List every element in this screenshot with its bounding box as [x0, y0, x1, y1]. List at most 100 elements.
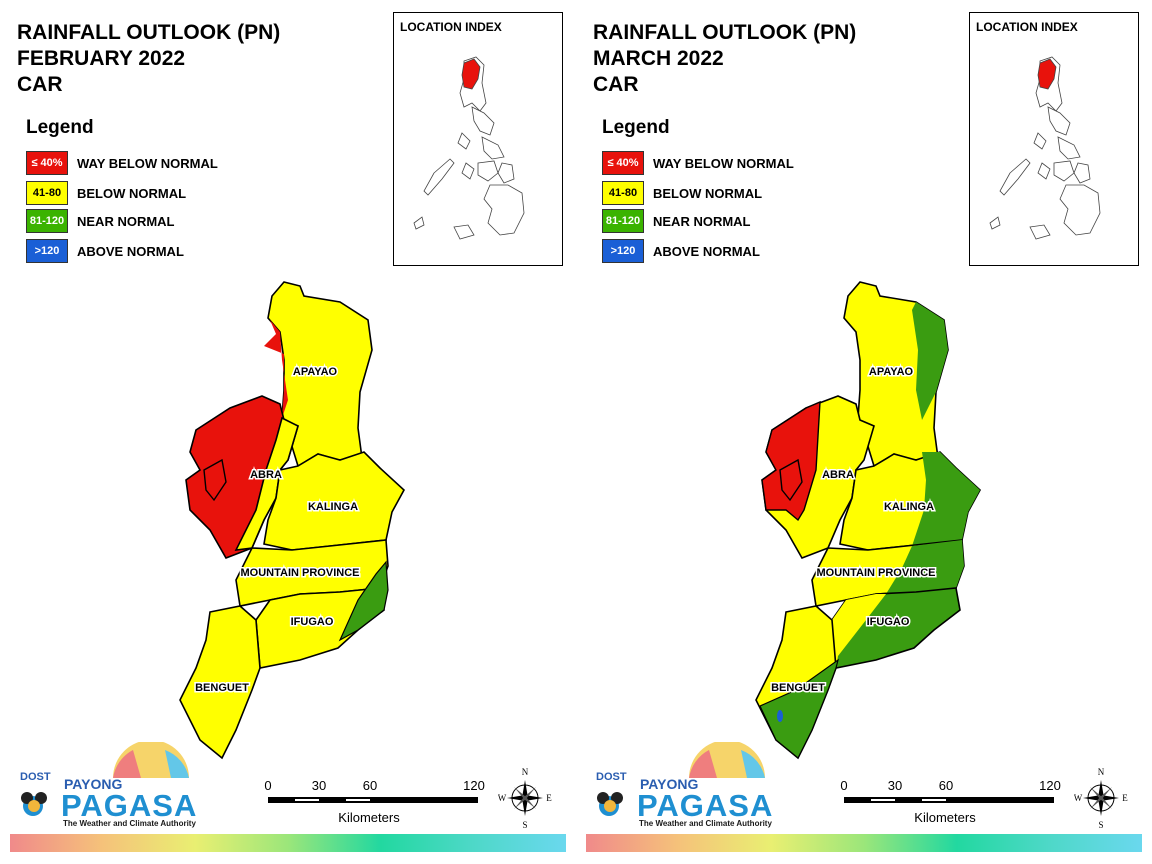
legend-item-way-below-normal: ≤ 40% WAY BELOW NORMAL	[602, 151, 794, 175]
scale-tick: 30	[311, 778, 327, 793]
ifugao-near-normal-zone	[338, 560, 389, 642]
legend-swatch: >120	[26, 239, 68, 263]
legend-swatch: ≤ 40%	[602, 151, 644, 175]
location-index-inset: LOCATION INDEX	[393, 12, 563, 266]
location-index-inset: LOCATION INDEX	[969, 12, 1139, 266]
legend-swatch: ≤ 40%	[26, 151, 68, 175]
legend-swatch: 81-120	[602, 209, 644, 233]
scale-tick: 120	[1039, 778, 1061, 793]
benguet-above-normal-spot	[777, 710, 783, 722]
label-benguet: BENGUET	[771, 682, 825, 694]
legend-item-below-normal: 41-80 BELOW NORMAL	[26, 181, 186, 205]
logo-tagline: The Weather and Climate Authority	[639, 819, 772, 828]
legend-label: ABOVE NORMAL	[653, 243, 760, 259]
compass-west-label: W	[1074, 793, 1083, 803]
scale-tick: 30	[887, 778, 903, 793]
legend-swatch: 41-80	[602, 181, 644, 205]
mtprov-near-normal-zone	[886, 540, 964, 594]
outlook-panel-february: RAINFALL OUTLOOK (PN) FEBRUARY 2022 CAR …	[10, 12, 566, 852]
philippines-outline-map	[989, 56, 1101, 240]
legend-title: Legend	[602, 117, 670, 138]
label-benguet: BENGUET	[195, 682, 249, 694]
label-ifugao: IFUGAO	[291, 616, 334, 628]
benguet-near-normal-zone	[759, 658, 839, 759]
kalinga-near-normal-zone	[912, 452, 980, 546]
location-index-label: LOCATION INDEX	[400, 20, 502, 34]
legend-label: NEAR NORMAL	[653, 213, 751, 229]
scale-bar: 0 30 60 120 Kilometers	[264, 778, 486, 828]
logo-pagasa-text: PAGASA	[61, 788, 198, 823]
title-line-1: RAINFALL OUTLOOK (PN)	[593, 21, 857, 44]
umbrella-sun-icon	[21, 742, 189, 816]
legend-swatch: 41-80	[26, 181, 68, 205]
legend-item-below-normal: 41-80 BELOW NORMAL	[602, 181, 762, 205]
title-line-3: CAR	[17, 73, 63, 96]
legend-item-near-normal: 81-120 NEAR NORMAL	[602, 209, 751, 233]
legend-label: WAY BELOW NORMAL	[653, 155, 794, 171]
compass-east-label: E	[546, 793, 552, 803]
title-line-2: FEBRUARY 2022	[17, 47, 186, 70]
legend-swatch: 81-120	[26, 209, 68, 233]
ifugao-below-normal-zone	[832, 594, 886, 668]
province-benguet	[179, 605, 261, 760]
title-line-2: MARCH 2022	[593, 47, 724, 70]
compass-south-label: S	[1098, 820, 1103, 830]
car-province-map: APAYAO ABRA KALINGA MOUNTAIN PROVINCE IF…	[179, 281, 406, 760]
scale-tick: 0	[840, 778, 848, 793]
label-abra: ABRA	[250, 469, 282, 481]
legend-label: BELOW NORMAL	[77, 185, 187, 201]
label-abra: ABRA	[822, 469, 854, 481]
umbrella-sun-icon	[597, 742, 765, 816]
legend-label: ABOVE NORMAL	[77, 243, 184, 259]
legend-item-above-normal: >120 ABOVE NORMAL	[602, 239, 760, 263]
title-line-3: CAR	[593, 73, 639, 96]
label-apayao: APAYAO	[293, 366, 338, 378]
label-mountain-province: MOUNTAIN PROVINCE	[241, 567, 360, 579]
north-arrow-compass-icon: N S E W	[1074, 767, 1128, 830]
apayao-near-normal-zone	[912, 302, 948, 420]
outlook-panel-march: RAINFALL OUTLOOK (PN) MARCH 2022 CAR Leg…	[576, 0, 1152, 864]
label-mountain-province: MOUNTAIN PROVINCE	[817, 567, 936, 579]
legend-label: WAY BELOW NORMAL	[77, 155, 218, 171]
logo-dost-text: DOST	[596, 771, 627, 783]
logo-pagasa-text: PAGASA	[637, 788, 774, 823]
label-apayao: APAYAO	[869, 366, 914, 378]
label-kalinga: KALINGA	[308, 501, 358, 513]
philippines-outline-map	[413, 56, 525, 240]
label-kalinga: KALINGA	[884, 501, 934, 513]
scale-tick: 60	[938, 778, 954, 793]
north-arrow-compass-icon: N S E W	[498, 767, 552, 830]
footer-color-band	[10, 834, 566, 852]
scale-bar: 0 30 60 120 Kilometers	[840, 778, 1062, 828]
scale-bar-graphic	[844, 797, 1054, 803]
location-index-label: LOCATION INDEX	[976, 20, 1078, 34]
compass-north-label: N	[1098, 767, 1105, 777]
payong-pagasa-logo: DOST PAYONG PAGASA The Weather and Clima…	[593, 742, 783, 832]
compass-south-label: S	[522, 820, 527, 830]
scale-unit-label: Kilometers	[914, 810, 976, 825]
logo-dost-text: DOST	[20, 771, 51, 783]
legend-item-way-below-normal: ≤ 40% WAY BELOW NORMAL	[26, 151, 218, 175]
map-title: RAINFALL OUTLOOK (PN) MARCH 2022 CAR	[593, 20, 856, 98]
scale-bar-graphic	[268, 797, 478, 803]
compass-east-label: E	[1122, 793, 1128, 803]
logo-payong-text: PAYONG	[640, 776, 699, 792]
legend-label: BELOW NORMAL	[653, 185, 763, 201]
logo-payong-text: PAYONG	[64, 776, 123, 792]
abra-below-normal-zone	[234, 416, 299, 551]
legend-item-near-normal: 81-120 NEAR NORMAL	[26, 209, 175, 233]
scale-tick: 0	[264, 778, 272, 793]
scale-tick: 60	[362, 778, 378, 793]
scale-unit-label: Kilometers	[338, 810, 400, 825]
payong-pagasa-logo: DOST PAYONG PAGASA The Weather and Clima…	[17, 742, 207, 832]
abra-below-40-zone	[761, 400, 821, 522]
apayao-below-40-zone	[264, 320, 288, 418]
car-province-map: APAYAO ABRA KALINGA MOUNTAIN PROVINCE IF…	[755, 281, 982, 760]
label-ifugao: IFUGAO	[867, 616, 910, 628]
footer-color-band	[586, 834, 1142, 852]
legend-item-above-normal: >120 ABOVE NORMAL	[26, 239, 184, 263]
legend-swatch: >120	[602, 239, 644, 263]
title-line-1: RAINFALL OUTLOOK (PN)	[17, 21, 281, 44]
logo-tagline: The Weather and Climate Authority	[63, 819, 196, 828]
compass-north-label: N	[522, 767, 529, 777]
